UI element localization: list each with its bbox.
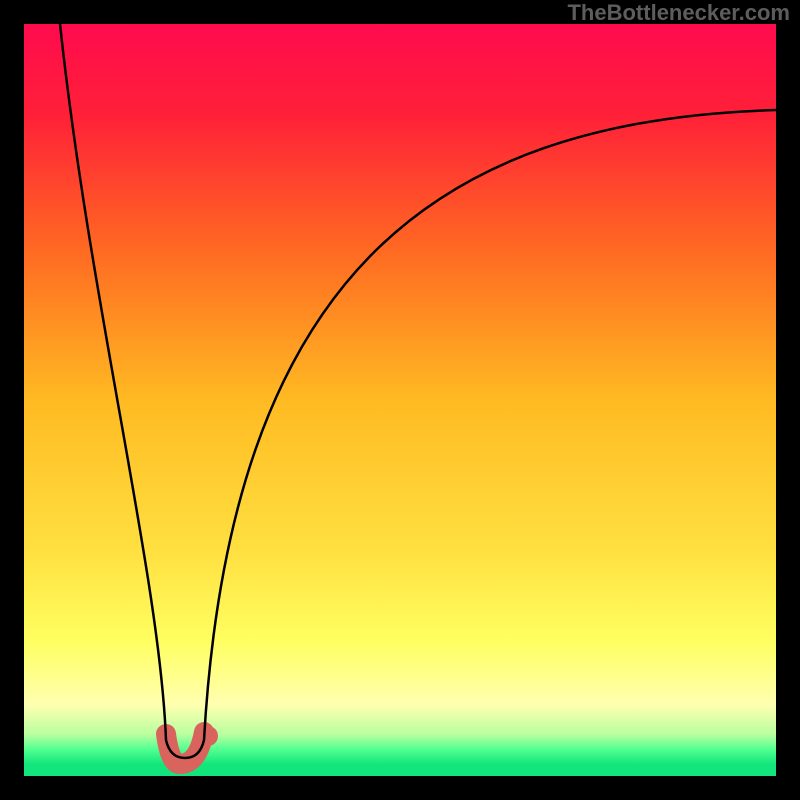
chart-canvas: TheBottlenecker.com bbox=[0, 0, 800, 800]
chart-svg bbox=[0, 0, 800, 800]
notch-marker-dot bbox=[198, 726, 218, 746]
watermark-text: TheBottlenecker.com bbox=[567, 0, 790, 26]
plot-background bbox=[24, 24, 776, 776]
